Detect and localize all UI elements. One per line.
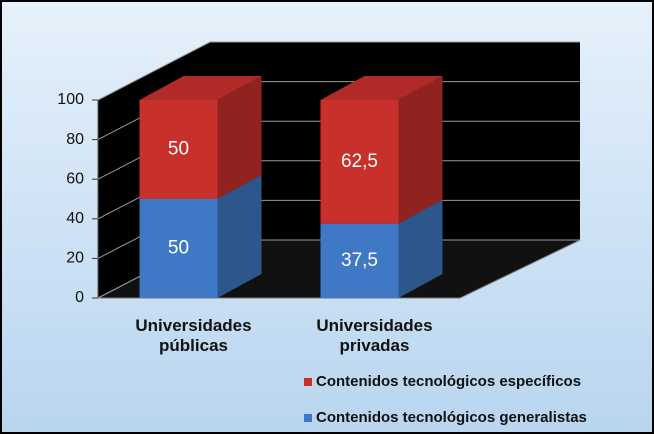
y-tick-label: 20	[66, 250, 84, 267]
legend-label: Contenidos tecnológicos específicos	[316, 373, 581, 390]
legend-label: Contenidos tecnológicos generalistas	[316, 409, 587, 426]
y-tick-label: 100	[57, 91, 84, 108]
value-label: 62,5	[341, 151, 378, 172]
value-label: 50	[168, 139, 189, 160]
bar-top	[320, 76, 443, 100]
bar	[139, 100, 218, 199]
y-tick-label: 80	[66, 131, 84, 148]
bar	[139, 199, 218, 298]
x-tick-label: Universidades públicas	[135, 316, 252, 355]
legend-swatch	[304, 378, 312, 386]
legend-swatch	[304, 414, 312, 422]
bar	[320, 223, 399, 298]
y-tick-label: 0	[75, 289, 84, 306]
value-label: 37,5	[341, 250, 378, 271]
bar-side	[217, 175, 262, 298]
y-tick-label: 40	[66, 210, 84, 227]
bar-side	[398, 199, 443, 298]
bar-side	[217, 76, 262, 199]
value-label: 50	[168, 238, 189, 259]
y-tick-label: 60	[66, 170, 84, 187]
bar	[320, 100, 399, 224]
x-tick-label: Universidades privadas	[316, 316, 433, 355]
bar-top	[139, 76, 262, 100]
grid-line	[97, 41, 580, 101]
bar-side	[398, 76, 443, 224]
